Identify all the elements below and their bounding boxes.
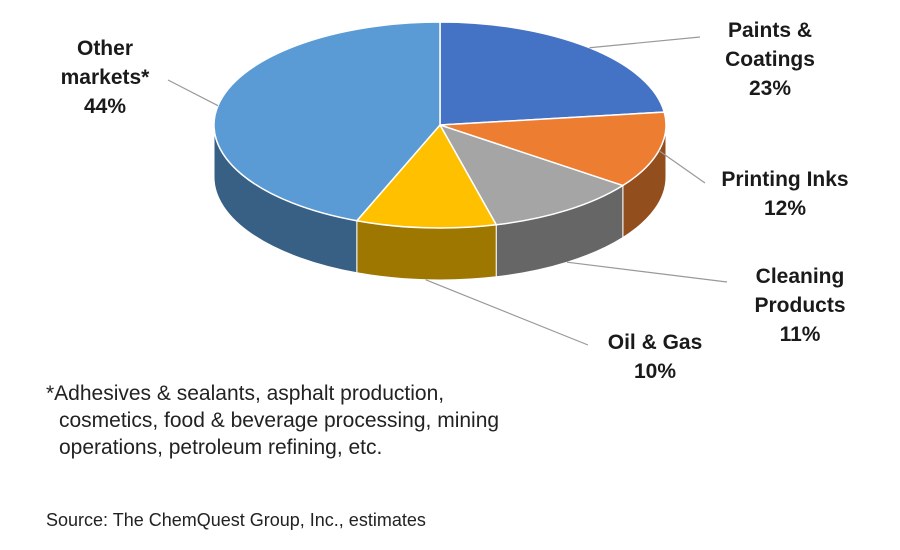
leader-line-3: [425, 279, 589, 346]
footnote-line: *Adhesives & sealants, asphalt productio…: [46, 382, 445, 405]
source-note: Source: The ChemQuest Group, Inc., estim…: [46, 510, 426, 530]
pie-side-3: [356, 220, 497, 281]
pie-tops: [213, 21, 667, 229]
slice-label-other-markets: Other markets* 44%: [40, 34, 170, 121]
slice-name-line: Products: [754, 294, 846, 317]
slice-percent: 23%: [748, 77, 792, 100]
slice-name-line: Other: [76, 37, 133, 60]
pie-slice-3: [355, 123, 498, 229]
pie-slice-0: [439, 21, 666, 126]
slice-percent: 10%: [633, 360, 677, 383]
leader-line-1: [658, 150, 706, 184]
slice-percent: 44%: [83, 95, 127, 118]
pie-slice-2: [438, 123, 625, 226]
slice-name-line: Coatings: [725, 48, 815, 71]
pie-sides: [213, 124, 667, 281]
slice-name-line: markets*: [60, 66, 150, 89]
leader-line-0: [589, 36, 701, 49]
footnote-line: operations, petroleum refining, etc.: [59, 436, 383, 459]
leader-line-2: [566, 261, 728, 283]
slice-label-cleaning-products: Cleaning Products 11%: [725, 262, 875, 349]
slice-percent: 12%: [763, 197, 807, 220]
footnote: *Adhesives & sealants, asphalt productio…: [46, 380, 606, 461]
slice-name-line: Oil & Gas: [607, 331, 703, 354]
slice-name-line: Cleaning: [755, 265, 845, 288]
slice-name-line: Paints &: [727, 19, 813, 42]
leader-line-4: [167, 79, 219, 107]
leader-lines: [167, 36, 728, 346]
pie-slice-4: [213, 21, 441, 222]
footnote-line: cosmetics, food & beverage processing, m…: [59, 409, 500, 432]
slice-label-paints-coatings: Paints & Coatings 23%: [700, 16, 840, 103]
slice-label-printing-inks: Printing Inks 12%: [705, 165, 865, 223]
slice-percent: 11%: [779, 323, 821, 346]
slice-name-line: Printing Inks: [721, 168, 849, 191]
slice-label-oil-gas: Oil & Gas 10%: [590, 328, 720, 386]
